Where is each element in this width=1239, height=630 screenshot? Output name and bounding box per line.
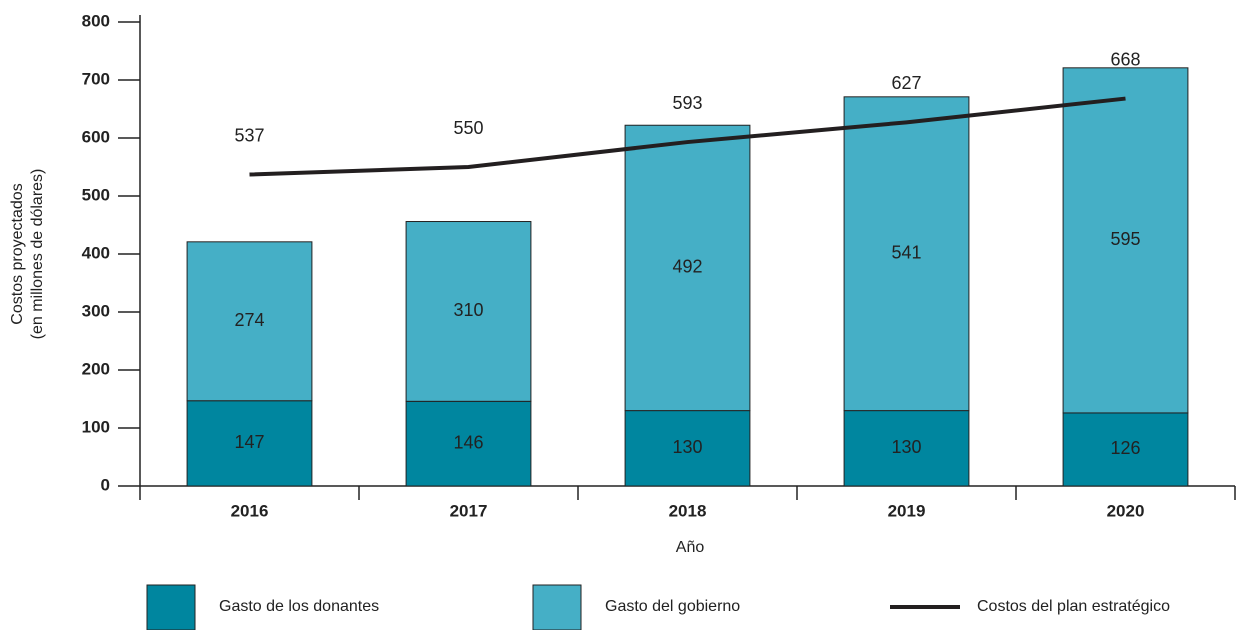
bar-segment — [843, 96, 970, 412]
x-axis-label: Año — [676, 539, 705, 556]
bar-segment — [186, 241, 313, 402]
bar-segment — [624, 410, 751, 487]
legend-label: Gasto de los donantes — [219, 598, 379, 615]
line-label: 550 — [453, 118, 483, 138]
bar-segment — [405, 221, 532, 402]
y-tick-label: 100 — [82, 417, 110, 436]
legend-swatch — [146, 584, 196, 630]
data-label: 147 — [234, 432, 264, 452]
data-label: 126 — [1110, 438, 1140, 458]
legend-label: Costos del plan estratégico — [977, 598, 1170, 615]
y-axis-label: (en millones de dólares) — [29, 169, 46, 340]
y-tick-label: 600 — [82, 127, 110, 146]
bar-segment — [1062, 67, 1189, 414]
x-tick-label: 2017 — [450, 501, 488, 520]
y-tick-label: 400 — [82, 243, 110, 262]
data-label: 595 — [1110, 229, 1140, 249]
x-tick-label: 2020 — [1107, 501, 1145, 520]
line-label: 537 — [234, 125, 264, 145]
y-tick-label: 300 — [82, 301, 110, 320]
data-label: 130 — [672, 437, 702, 457]
x-tick-label: 2016 — [231, 501, 269, 520]
legend-swatch — [532, 584, 582, 630]
y-tick-label: 0 — [101, 475, 110, 494]
y-tick-label: 800 — [82, 11, 110, 30]
y-tick-label: 500 — [82, 185, 110, 204]
x-tick-label: 2019 — [888, 501, 926, 520]
bar-segment — [186, 400, 313, 487]
y-tick-label: 700 — [82, 69, 110, 88]
bar-segment — [624, 124, 751, 412]
line-label: 593 — [672, 93, 702, 113]
y-tick-label: 200 — [82, 359, 110, 378]
data-label: 274 — [234, 310, 264, 330]
legend-label: Gasto del gobierno — [605, 598, 740, 615]
data-label: 492 — [672, 257, 702, 277]
data-label: 146 — [453, 432, 483, 452]
data-label: 541 — [891, 242, 921, 262]
line-label: 627 — [891, 73, 921, 93]
bar-segment — [1062, 412, 1189, 487]
x-tick-label: 2018 — [669, 501, 707, 520]
data-label: 310 — [453, 300, 483, 320]
y-axis-label: Costos proyectados — [9, 183, 26, 324]
bar-segment — [405, 400, 532, 487]
data-label: 130 — [891, 437, 921, 457]
line — [249, 96, 1126, 177]
line-label: 668 — [1110, 49, 1140, 69]
